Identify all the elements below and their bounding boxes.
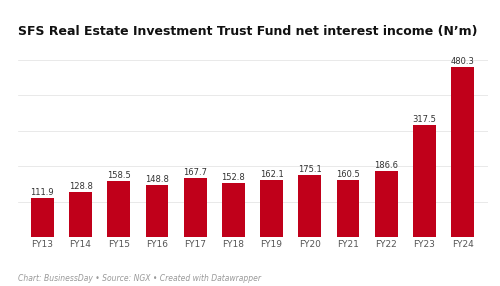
Text: 158.5: 158.5: [107, 171, 130, 180]
Bar: [336, 180, 359, 237]
Text: 160.5: 160.5: [336, 170, 360, 179]
Bar: [146, 184, 169, 237]
Text: 162.1: 162.1: [260, 170, 283, 179]
Bar: [184, 178, 206, 237]
Bar: [108, 181, 130, 237]
Text: 175.1: 175.1: [298, 165, 322, 174]
Bar: [375, 171, 398, 237]
Bar: [298, 175, 322, 237]
Text: 186.6: 186.6: [374, 161, 398, 170]
Text: 152.8: 152.8: [222, 173, 246, 182]
Text: 317.5: 317.5: [412, 115, 436, 124]
Text: Chart: BusinessDay • Source: NGX • Created with Datawrapper: Chart: BusinessDay • Source: NGX • Creat…: [18, 274, 260, 283]
Text: 128.8: 128.8: [68, 182, 92, 190]
Bar: [31, 198, 54, 237]
Text: 167.7: 167.7: [183, 168, 207, 177]
Bar: [222, 183, 245, 237]
Bar: [69, 192, 92, 237]
Bar: [451, 67, 474, 237]
Bar: [260, 180, 283, 237]
Bar: [413, 125, 436, 237]
Text: 480.3: 480.3: [450, 57, 474, 66]
Text: 111.9: 111.9: [30, 188, 54, 196]
Text: SFS Real Estate Investment Trust Fund net interest income (N’m): SFS Real Estate Investment Trust Fund ne…: [18, 25, 477, 38]
Text: 148.8: 148.8: [145, 174, 169, 184]
